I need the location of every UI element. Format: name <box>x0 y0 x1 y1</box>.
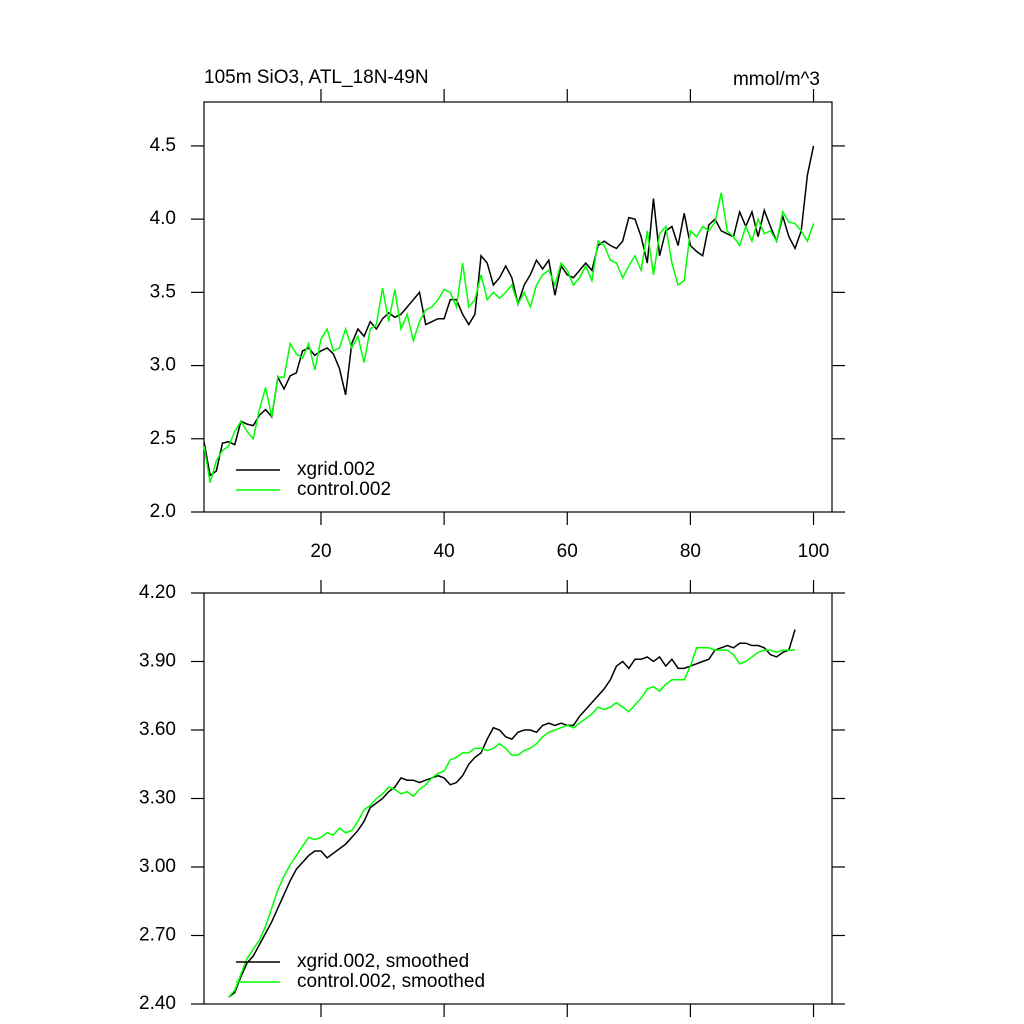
plot-frame <box>203 101 833 513</box>
y-tick-label: 4.0 <box>150 208 176 229</box>
y-tick-label: 3.90 <box>139 651 176 672</box>
y-tick-label: 2.70 <box>139 925 176 946</box>
y-tick-label: 3.30 <box>139 788 176 809</box>
series-line <box>228 629 796 998</box>
y-tick-label: 3.0 <box>150 355 176 376</box>
y-tick-label: 3.00 <box>139 856 176 877</box>
chart-title: 105m SiO3, ATL_18N-49N <box>204 67 429 88</box>
plot-frame <box>203 592 833 1005</box>
legend-label: control.002 <box>297 479 391 500</box>
y-tick-label: 4.5 <box>150 135 176 156</box>
y-tick-label: 2.0 <box>150 501 176 522</box>
x-tick-label: 100 <box>798 541 830 562</box>
x-tick-label: 60 <box>557 541 578 562</box>
y-tick-label: 2.5 <box>150 428 176 449</box>
legend-label: control.002, smoothed <box>297 971 485 992</box>
x-tick-label: 20 <box>310 541 331 562</box>
units-label: mmol/m^3 <box>733 69 820 90</box>
x-tick-label: 80 <box>680 541 701 562</box>
legend-label: xgrid.002, smoothed <box>297 951 469 972</box>
y-tick-label: 4.20 <box>139 582 176 603</box>
y-tick-label: 3.60 <box>139 719 176 740</box>
series-line <box>203 192 815 483</box>
legend-label: xgrid.002 <box>297 459 375 480</box>
y-tick-label: 3.5 <box>150 281 176 302</box>
series-line <box>228 647 796 998</box>
x-tick-label: 40 <box>434 541 455 562</box>
y-tick-label: 2.40 <box>139 993 176 1014</box>
